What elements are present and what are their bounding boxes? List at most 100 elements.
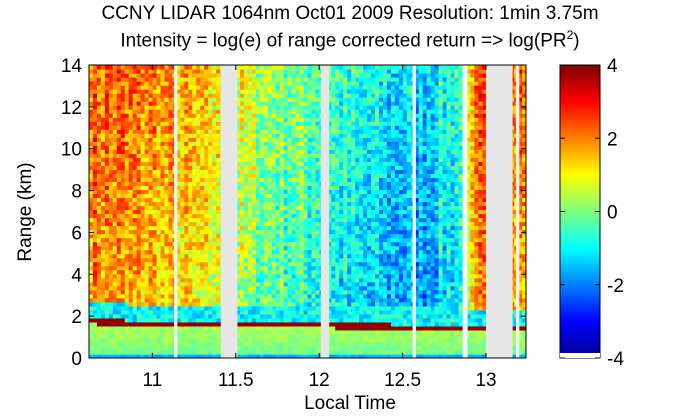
heatmap-cell: [184, 297, 189, 303]
heatmap-cell: [204, 65, 209, 70]
heatmap-cell: [351, 73, 356, 78]
heatmap-cell: [116, 301, 122, 307]
heatmap-cell: [196, 65, 201, 70]
heatmap-cell: [275, 201, 281, 207]
heatmap-cell: [140, 73, 146, 78]
heatmap-cell: [216, 201, 221, 207]
heatmap-cell: [355, 293, 360, 299]
heatmap-cell: [116, 181, 122, 187]
heatmap-cell: [279, 333, 285, 339]
heatmap-cell: [168, 173, 174, 178]
heatmap-cell: [200, 249, 205, 255]
heatmap-cell: [327, 153, 332, 158]
heatmap-cell: [279, 193, 285, 199]
heatmap-cell: [132, 153, 138, 158]
heatmap-cell: [128, 189, 134, 195]
heatmap-cell: [235, 321, 241, 327]
heatmap-cell: [124, 189, 130, 195]
heatmap-cell: [299, 349, 305, 355]
heatmap-cell: [144, 309, 150, 315]
heatmap-cell: [291, 277, 297, 283]
heatmap-cell: [112, 325, 118, 331]
heatmap-cell: [275, 165, 281, 170]
heatmap-cell: [164, 237, 170, 243]
heatmap-cell: [347, 253, 352, 259]
heatmap-cell: [283, 121, 289, 126]
heatmap-cell: [160, 125, 166, 130]
heatmap-cell: [303, 209, 309, 215]
heatmap-cell: [180, 345, 185, 351]
heatmap-cell: [124, 349, 130, 355]
heatmap-cell: [208, 261, 213, 267]
heatmap-cell: [120, 317, 126, 323]
heatmap-cell: [120, 337, 126, 343]
heatmap-cell: [196, 317, 201, 323]
heatmap-cell: [243, 181, 249, 187]
heatmap-cell: [136, 245, 142, 251]
heatmap-cell: [351, 289, 356, 295]
heatmap-cell: [116, 153, 122, 158]
heatmap-cell: [124, 305, 130, 311]
heatmap-cell: [116, 93, 122, 98]
heatmap-cell: [239, 165, 245, 170]
heatmap-cell: [351, 201, 356, 207]
heatmap-cell: [89, 69, 94, 74]
heatmap-cell: [180, 293, 185, 299]
heatmap-cell: [164, 297, 170, 303]
heatmap-cell: [343, 149, 348, 154]
heatmap-cell: [92, 201, 98, 207]
heatmap-cell: [339, 205, 344, 211]
heatmap-cell: [120, 229, 126, 235]
heatmap-cell: [267, 277, 273, 283]
heatmap-cell: [120, 281, 126, 287]
heatmap-cell: [251, 69, 257, 74]
heatmap-cell: [204, 317, 209, 323]
heatmap-cell: [148, 341, 154, 347]
heatmap-cell: [112, 225, 118, 231]
heatmap-cell: [120, 85, 126, 90]
heatmap-cell: [184, 117, 189, 122]
heatmap-cell: [100, 273, 106, 279]
heatmap-cell: [140, 257, 146, 263]
heatmap-cell: [128, 313, 134, 319]
heatmap-cell: [92, 285, 98, 291]
heatmap-cell: [243, 149, 249, 154]
heatmap-cell: [315, 225, 321, 231]
heatmap-cell: [287, 333, 293, 339]
heatmap-cell: [299, 269, 305, 275]
heatmap-cell: [351, 277, 356, 283]
heatmap-cell: [251, 265, 257, 271]
heatmap-cell: [96, 229, 102, 235]
heatmap-cell: [355, 321, 360, 327]
heatmap-cell: [303, 149, 309, 154]
heatmap-cell: [192, 97, 197, 102]
heatmap-cell: [275, 69, 281, 74]
heatmap-cell: [168, 269, 174, 275]
heatmap-cell: [335, 241, 340, 247]
heatmap-cell: [259, 285, 265, 291]
heatmap-cell: [299, 145, 305, 150]
heatmap-cell: [152, 209, 158, 215]
heatmap-cell: [247, 321, 253, 327]
heatmap-cell: [136, 281, 142, 287]
heatmap-cell: [283, 117, 289, 122]
heatmap-cell: [168, 265, 174, 271]
heatmap-cell: [104, 269, 110, 275]
heatmap-cell: [140, 149, 146, 154]
heatmap-cell: [355, 185, 360, 191]
heatmap-cell: [92, 341, 98, 347]
heatmap-cell: [176, 69, 181, 74]
heatmap-cell: [128, 245, 134, 251]
heatmap-cell: [251, 213, 257, 219]
heatmap-cell: [100, 97, 106, 102]
heatmap-cell: [351, 85, 356, 90]
heatmap-cell: [144, 305, 150, 311]
heatmap-cell: [315, 273, 321, 279]
heatmap-cell: [124, 69, 130, 74]
heatmap-cell: [164, 305, 170, 311]
heatmap-cell: [263, 341, 269, 347]
heatmap-cell: [112, 141, 118, 146]
heatmap-cell: [196, 181, 201, 187]
heatmap-cell: [188, 73, 193, 78]
heatmap-cell: [176, 197, 181, 203]
